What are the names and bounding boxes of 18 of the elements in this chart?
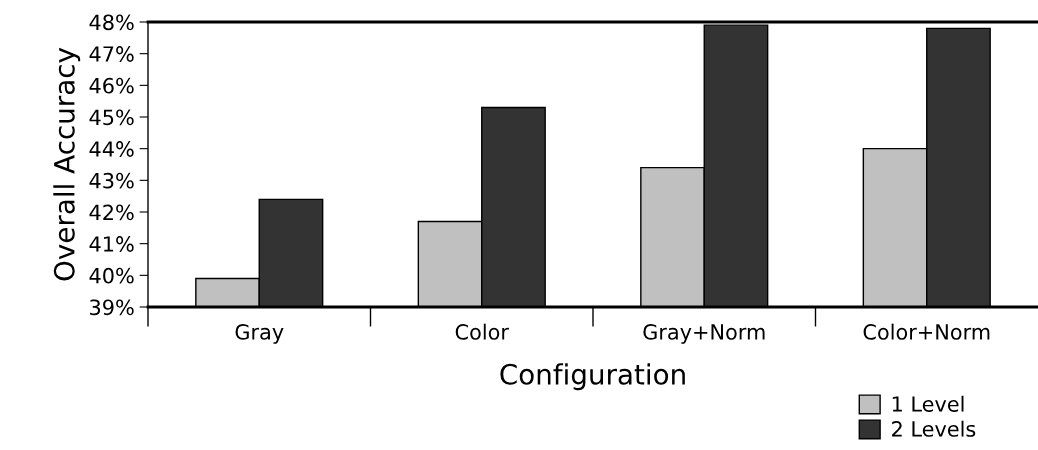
y-tick-label: 47% [89, 46, 134, 62]
x-tick-label: Gray [235, 324, 284, 344]
y-tick-label: 48% [89, 14, 134, 31]
x-tick-label: Gray+Norm [643, 324, 765, 344]
y-tick-label: 46% [89, 77, 134, 94]
legend-label: 2 Levels [892, 420, 976, 437]
x-axis-title: Configuration [500, 363, 685, 391]
y-tick-label: 40% [89, 267, 134, 284]
x-tick-label: Color [455, 323, 509, 340]
y-tick-label: 39% [90, 299, 134, 316]
y-tick-label: 45% [89, 109, 134, 126]
legend-label: 1 Level [892, 395, 964, 412]
y-tick-label: 42% [89, 204, 134, 221]
y-tick-label: 43% [89, 172, 134, 189]
y-tick-label: 41% [89, 236, 134, 252]
y-tick-label: 44% [89, 141, 134, 157]
x-tick-label: Color+Norm [863, 323, 990, 340]
y-axis-title: Overall Accuracy [53, 47, 81, 281]
